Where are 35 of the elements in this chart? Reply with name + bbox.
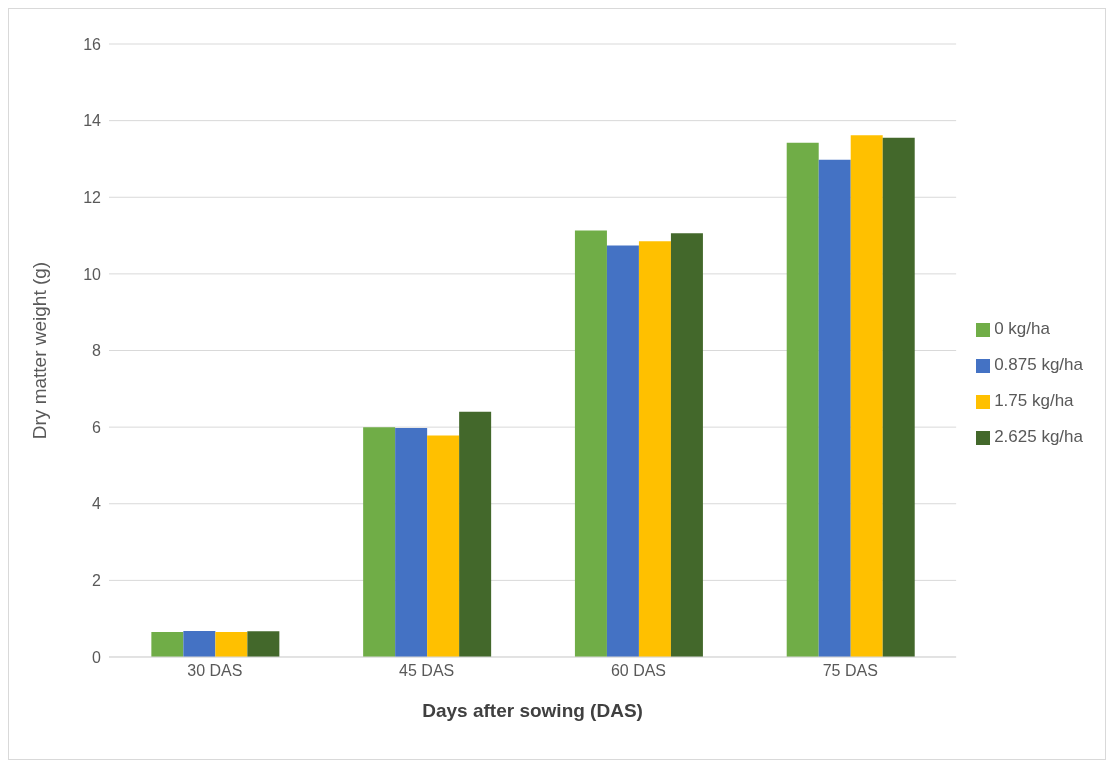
y-tick-label: 14 <box>83 112 102 130</box>
bar <box>670 233 703 657</box>
bar <box>427 435 460 657</box>
bar <box>395 427 428 657</box>
bar <box>247 631 280 657</box>
y-tick-label: 16 <box>83 35 102 53</box>
bar <box>786 142 819 657</box>
bar <box>459 411 492 657</box>
y-axis-title: Dry matter weight (g) <box>28 261 50 440</box>
y-tick-label: 4 <box>92 495 102 513</box>
y-tick-label: 10 <box>83 265 102 283</box>
bar <box>606 245 639 657</box>
bar <box>882 137 915 657</box>
bar <box>363 427 396 657</box>
x-tick-label: 30 DAS <box>187 662 243 680</box>
bar <box>183 630 216 657</box>
y-tick-label: 2 <box>92 572 102 590</box>
x-tick-label: 60 DAS <box>610 662 667 680</box>
x-tick-label: 45 DAS <box>399 662 455 680</box>
y-tick-label: 12 <box>83 188 102 206</box>
legend-label: 1.75 kg/ha <box>994 391 1074 410</box>
bar <box>850 135 883 657</box>
bar <box>151 632 184 657</box>
bar <box>574 230 607 657</box>
x-tick-label: 75 DAS <box>822 662 878 680</box>
legend-label: 2.625 kg/ha <box>994 427 1083 446</box>
bar <box>818 159 851 657</box>
legend-label: 0 kg/ha <box>994 319 1050 338</box>
x-axis-title: Days after sowing (DAS) <box>422 700 643 721</box>
y-tick-label: 0 <box>92 648 102 666</box>
bar <box>638 241 671 657</box>
y-tick-label: 8 <box>92 342 102 360</box>
bar <box>215 632 248 657</box>
legend-label: 0.875 kg/ha <box>994 355 1083 374</box>
y-tick-label: 6 <box>92 418 102 436</box>
